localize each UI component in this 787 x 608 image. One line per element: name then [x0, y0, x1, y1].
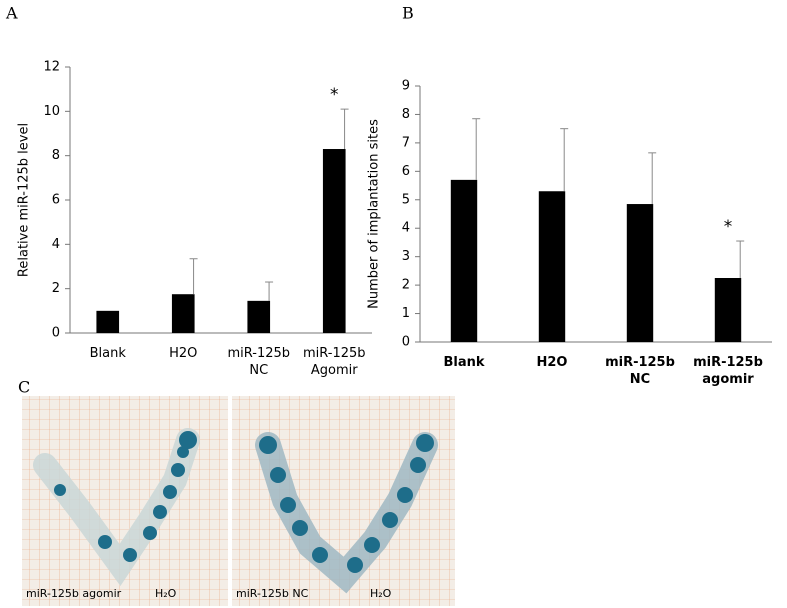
y-tick-label: 2 — [402, 278, 410, 293]
photo-caption: H₂O — [370, 587, 392, 600]
y-tick-label: 4 — [402, 221, 410, 236]
bar — [247, 300, 271, 333]
y-tick-label: 0 — [402, 335, 410, 350]
x-tick-label: miR-125b agomir — [693, 355, 763, 387]
bar — [171, 294, 195, 333]
panel-label: B — [402, 4, 414, 23]
bar — [626, 204, 654, 342]
y-tick-label: 3 — [402, 249, 410, 264]
y-axis-label: Number of implantation sites — [367, 119, 382, 309]
y-tick-label: 9 — [402, 79, 410, 94]
y-tick-label: 5 — [402, 192, 410, 207]
panel-label: C — [18, 378, 30, 397]
y-tick-label: 12 — [43, 60, 60, 75]
photo-caption: miR-125b agomir — [26, 587, 122, 600]
y-tick-label: 0 — [52, 326, 60, 341]
x-tick-label: Blank — [443, 355, 485, 370]
x-tick-label: miR-125b Agomir — [302, 346, 366, 378]
photo-caption: miR-125b NC — [236, 587, 309, 600]
bar — [714, 278, 742, 342]
bar — [538, 191, 566, 342]
photo: miR-125b agomir H₂O — [22, 396, 228, 606]
photo-caption: H₂O — [155, 587, 177, 600]
photo: miR-125b NC H₂O — [232, 396, 455, 606]
y-tick-label: 1 — [402, 306, 410, 321]
y-tick-label: 10 — [43, 104, 60, 119]
y-tick-label: 8 — [402, 107, 410, 122]
panel-label: A — [5, 4, 18, 23]
y-tick-label: 6 — [402, 164, 410, 179]
x-tick-label: miR-125b NC — [605, 355, 675, 387]
y-tick-label: 2 — [52, 281, 60, 296]
y-tick-label: 6 — [52, 193, 60, 208]
x-tick-label: H2O — [169, 346, 198, 361]
x-tick-label: miR-125b NC — [227, 346, 291, 378]
significance-mark: * — [330, 85, 339, 105]
significance-mark: * — [724, 217, 733, 237]
x-tick-label: Blank — [89, 346, 126, 361]
bar — [322, 149, 346, 333]
bar — [450, 179, 478, 342]
y-tick-label: 7 — [402, 135, 410, 150]
y-axis-label: Relative miR-125b level — [17, 123, 32, 277]
y-tick-label: 8 — [52, 148, 60, 163]
bar — [96, 310, 120, 333]
y-tick-label: 4 — [52, 237, 60, 252]
x-tick-label: H2O — [536, 355, 568, 370]
